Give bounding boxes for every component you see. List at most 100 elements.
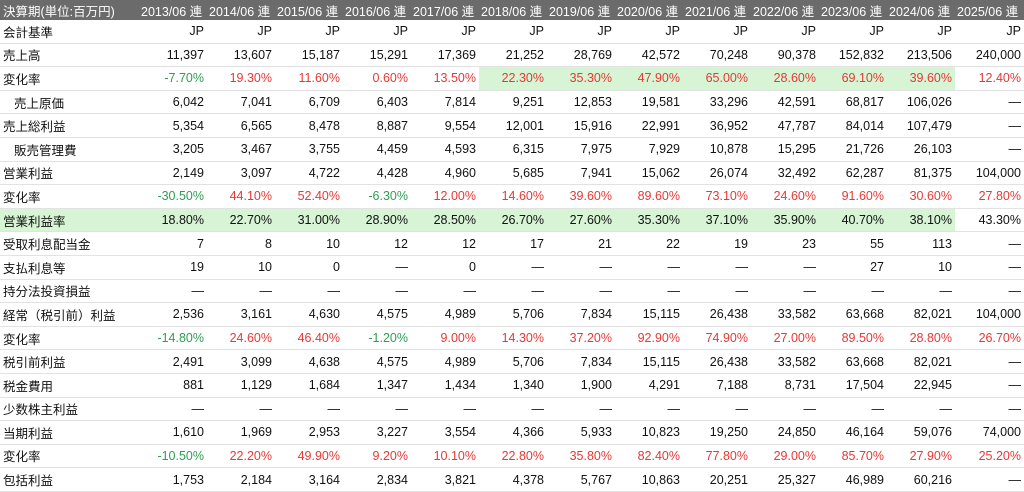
table-cell: 5,767	[547, 467, 615, 492]
table-cell: 4,428	[343, 161, 411, 186]
table-cell: 15,115	[615, 302, 683, 327]
table-cell: —	[751, 397, 819, 422]
table-cell: —	[955, 279, 1024, 304]
table-cell: 21	[547, 231, 615, 256]
table-cell: 3,554	[411, 420, 479, 445]
period-header[interactable]: 2024/06 連	[887, 0, 955, 20]
table-cell: 104,000	[955, 302, 1024, 327]
table-cell: 15,187	[275, 43, 343, 68]
table-cell: 5,354	[139, 113, 207, 138]
table-cell: 1,610	[139, 420, 207, 445]
table-cell: 17,369	[411, 43, 479, 68]
table-cell: 2,834	[343, 467, 411, 492]
table-cell: —	[955, 255, 1024, 280]
table-cell: 22.70%	[207, 208, 275, 233]
table-cell: -6.30%	[343, 184, 411, 209]
period-header[interactable]: 2019/06 連	[547, 0, 615, 20]
table-cell: —	[955, 373, 1024, 398]
row-label: 税引前利益	[0, 349, 139, 374]
table-cell: 73.10%	[683, 184, 751, 209]
table-cell: 55	[819, 231, 887, 256]
table-cell: -7.70%	[139, 66, 207, 91]
table-cell: 4,638	[275, 349, 343, 374]
row-label: 売上高	[0, 43, 139, 68]
table-cell: 4,575	[343, 302, 411, 327]
table-cell: 19,250	[683, 420, 751, 445]
period-header[interactable]: 2025/06 連	[955, 0, 1024, 20]
table-cell: 62,287	[819, 161, 887, 186]
period-header[interactable]: 2013/06 連	[139, 0, 207, 20]
table-cell: 32,492	[751, 161, 819, 186]
table-cell: —	[479, 255, 547, 280]
period-header[interactable]: 2023/06 連	[819, 0, 887, 20]
table-cell: 43.30%	[955, 208, 1024, 233]
header-row: 決算期(単位:百万円) 2013/06 連 2014/06 連 2015/06 …	[0, 0, 1024, 20]
table-cell: 22.20%	[207, 444, 275, 469]
table-cell: —	[411, 279, 479, 304]
table-cell: 10	[207, 255, 275, 280]
table-cell: 4,630	[275, 302, 343, 327]
table-cell: 9,554	[411, 113, 479, 138]
table-cell: 5,933	[547, 420, 615, 445]
table-cell: 9.00%	[411, 326, 479, 351]
table-cell: —	[275, 279, 343, 304]
period-header[interactable]: 2014/06 連	[207, 0, 275, 20]
table-cell: 89.60%	[615, 184, 683, 209]
table-cell: 3,755	[275, 137, 343, 162]
table-cell: 7,834	[547, 302, 615, 327]
period-header[interactable]: 2020/06 連	[615, 0, 683, 20]
table-cell: 1,969	[207, 420, 275, 445]
table-cell: 5,706	[479, 349, 547, 374]
table-cell: 42,572	[615, 43, 683, 68]
table-cell: —	[751, 279, 819, 304]
fiscal-period-header: 決算期(単位:百万円)	[0, 0, 139, 20]
row-label: 少数株主利益	[0, 397, 139, 422]
table-cell: 213,506	[887, 43, 955, 68]
table-cell: 39.60%	[547, 184, 615, 209]
table-cell: 35.90%	[751, 208, 819, 233]
period-header[interactable]: 2022/06 連	[751, 0, 819, 20]
table-cell: 17	[479, 231, 547, 256]
table-cell: 68,817	[819, 90, 887, 115]
table-cell: 33,582	[751, 349, 819, 374]
table-cell: 1,684	[275, 373, 343, 398]
table-cell: 10	[887, 255, 955, 280]
table-cell: 91.60%	[819, 184, 887, 209]
table-cell: 3,821	[411, 467, 479, 492]
table-cell: 3,227	[343, 420, 411, 445]
table-cell: —	[343, 279, 411, 304]
table-cell: JP	[139, 20, 207, 44]
table-cell: 10,823	[615, 420, 683, 445]
table-cell: 240,000	[955, 43, 1024, 68]
period-header[interactable]: 2015/06 連	[275, 0, 343, 20]
table-cell: 17,504	[819, 373, 887, 398]
table-cell: 28.60%	[751, 66, 819, 91]
table-cell: —	[683, 397, 751, 422]
table-cell: 12	[411, 231, 479, 256]
period-header[interactable]: 2017/06 連	[411, 0, 479, 20]
table-cell: 12.00%	[411, 184, 479, 209]
row-label: 変化率	[0, 184, 139, 209]
table-cell: 7,975	[547, 137, 615, 162]
table-cell: 10.10%	[411, 444, 479, 469]
table-cell: 39.60%	[887, 66, 955, 91]
period-header[interactable]: 2016/06 連	[343, 0, 411, 20]
table-cell: 33,582	[751, 302, 819, 327]
table-cell: 63,668	[819, 302, 887, 327]
table-cell: 3,205	[139, 137, 207, 162]
table-cell: 49.90%	[275, 444, 343, 469]
table-cell: 113	[887, 231, 955, 256]
table-cell: —	[343, 255, 411, 280]
table-cell: —	[955, 349, 1024, 374]
period-header[interactable]: 2018/06 連	[479, 0, 547, 20]
table-cell: JP	[615, 20, 683, 44]
table-cell: 13,607	[207, 43, 275, 68]
period-header[interactable]: 2021/06 連	[683, 0, 751, 20]
table-cell: 4,575	[343, 349, 411, 374]
table-cell: 4,366	[479, 420, 547, 445]
table-cell: 82.40%	[615, 444, 683, 469]
table-cell: 15,062	[615, 161, 683, 186]
table-cell: 3,164	[275, 467, 343, 492]
table-cell: 29.00%	[751, 444, 819, 469]
